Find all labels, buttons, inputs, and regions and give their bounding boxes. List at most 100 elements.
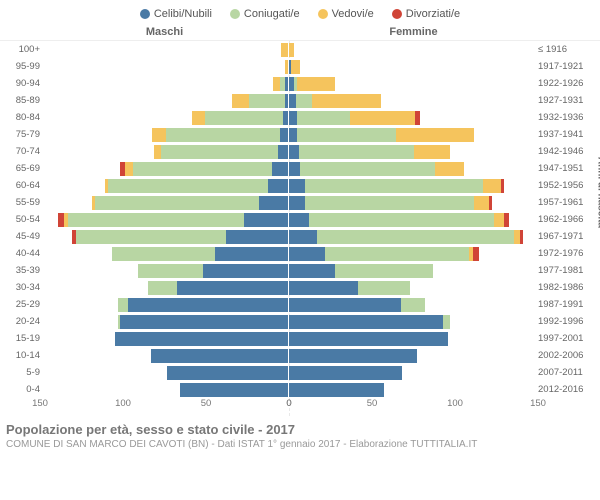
bar-segment: [483, 179, 501, 193]
female-half: [289, 364, 535, 381]
pyramid-rows: 100+≤ 191695-991917-192190-941922-192685…: [0, 40, 600, 398]
bar-segment: [120, 315, 288, 329]
female-bar: [289, 366, 535, 380]
bar-segment: [473, 247, 480, 261]
birth-year-label: 1922-1926: [535, 75, 600, 92]
age-label: 50-54: [0, 211, 43, 228]
female-bar: [289, 213, 535, 227]
female-half: [289, 41, 535, 58]
pyramid-row: 80-841932-1936: [0, 109, 600, 126]
age-label: 15-19: [0, 330, 43, 347]
bar-segment: [151, 349, 288, 363]
x-axis: 050100150 050100150: [0, 398, 600, 412]
age-label: 70-74: [0, 143, 43, 160]
male-bar: [43, 179, 289, 193]
male-half: [43, 58, 289, 75]
age-label: 90-94: [0, 75, 43, 92]
bar-segment: [297, 128, 395, 142]
male-bar: [43, 247, 289, 261]
bar-segment: [133, 162, 272, 176]
bar-segment: [504, 213, 509, 227]
bar-segment: [289, 213, 309, 227]
bar-segment: [401, 298, 426, 312]
male-bar: [43, 315, 289, 329]
pyramid-row: 35-391977-1981: [0, 262, 600, 279]
birth-year-label: 1967-1971: [535, 228, 600, 245]
female-bar: [289, 230, 535, 244]
female-bar: [289, 162, 535, 176]
legend-label: Coniugati/e: [244, 8, 300, 20]
female-bar: [289, 383, 535, 397]
legend-swatch: [392, 9, 402, 19]
chart-body: Fasce di età Anni di nascita 100+≤ 19169…: [0, 40, 600, 416]
legend-item: Divorziati/e: [392, 8, 460, 20]
bar-segment: [148, 281, 177, 295]
bar-segment: [299, 145, 414, 159]
birth-year-label: 1917-1921: [535, 58, 600, 75]
male-half: [43, 347, 289, 364]
pyramid-row: 20-241992-1996: [0, 313, 600, 330]
male-header: Maschi: [40, 26, 289, 38]
age-label: 10-14: [0, 347, 43, 364]
bar-segment: [285, 94, 288, 108]
bar-segment: [289, 332, 448, 346]
bar-segment: [289, 383, 384, 397]
age-label: 85-89: [0, 92, 43, 109]
birth-year-label: 1957-1961: [535, 194, 600, 211]
male-half: [43, 313, 289, 330]
female-half: [289, 177, 535, 194]
x-tick: 0: [286, 398, 291, 409]
bar-segment: [232, 94, 248, 108]
pyramid-row: 55-591957-1961: [0, 194, 600, 211]
female-bar: [289, 94, 535, 108]
bar-segment: [289, 196, 305, 210]
pyramid-row: 5-92007-2011: [0, 364, 600, 381]
male-bar: [43, 332, 289, 346]
female-half: [289, 75, 535, 92]
pyramid-row: 40-441972-1976: [0, 245, 600, 262]
bar-segment: [358, 281, 410, 295]
legend-item: Celibi/Nubili: [140, 8, 212, 20]
bar-segment: [203, 264, 288, 278]
female-half: [289, 126, 535, 143]
bar-segment: [297, 111, 349, 125]
age-label: 45-49: [0, 228, 43, 245]
female-half: [289, 160, 535, 177]
male-bar: [43, 94, 289, 108]
bar-segment: [289, 298, 401, 312]
pyramid-row: 25-291987-1991: [0, 296, 600, 313]
female-half: [289, 296, 535, 313]
bar-segment: [108, 179, 268, 193]
male-bar: [43, 196, 289, 210]
bar-segment: [285, 77, 288, 91]
gender-headers: Maschi Femmine: [0, 24, 600, 40]
female-half: [289, 143, 535, 160]
birth-year-label: 2002-2006: [535, 347, 600, 364]
female-bar: [289, 128, 535, 142]
age-label: 75-79: [0, 126, 43, 143]
birth-year-label: ≤ 1916: [535, 41, 600, 58]
male-half: [43, 211, 289, 228]
bar-segment: [244, 213, 288, 227]
male-bar: [43, 128, 289, 142]
female-bar: [289, 247, 535, 261]
x-tick: 50: [367, 398, 378, 409]
age-label: 0-4: [0, 381, 43, 398]
birth-year-label: 2012-2016: [535, 381, 600, 398]
male-bar: [43, 111, 289, 125]
male-half: [43, 92, 289, 109]
female-bar: [289, 298, 535, 312]
female-half: [289, 347, 535, 364]
bar-segment: [76, 230, 226, 244]
bar-segment: [289, 264, 335, 278]
pyramid-row: 10-14 2002-2006: [0, 347, 600, 364]
bar-segment: [180, 383, 288, 397]
bar-segment: [281, 43, 288, 57]
male-bar: [43, 60, 289, 74]
birth-year-label: 1932-1936: [535, 109, 600, 126]
bar-segment: [268, 179, 288, 193]
bar-segment: [152, 128, 165, 142]
bar-segment: [289, 230, 317, 244]
female-half: [289, 211, 535, 228]
male-bar: [43, 264, 289, 278]
